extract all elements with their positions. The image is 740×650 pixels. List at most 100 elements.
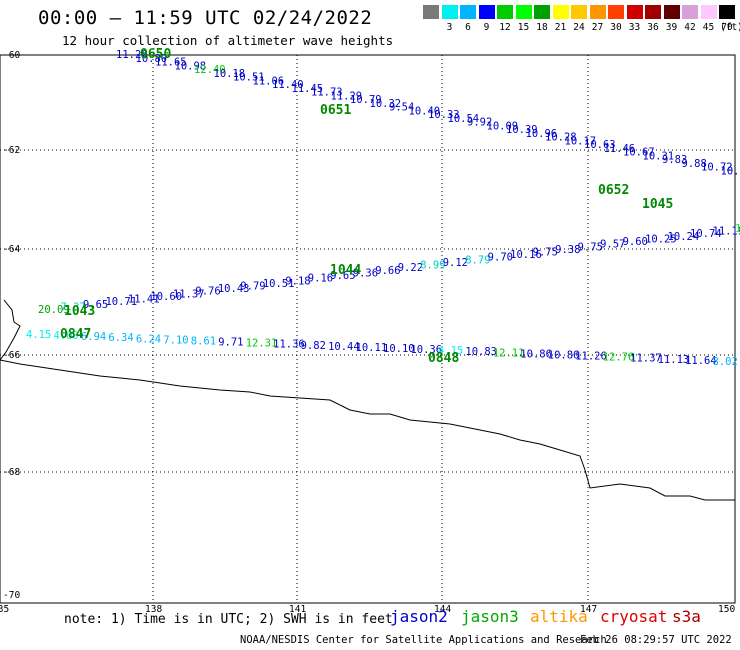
latitude-label: -62 [3,145,21,156]
longitude-label: 135 [0,604,10,615]
scale-label: 24 [573,22,585,33]
scale-label: 42 [684,22,696,33]
wave-height-value: 11.40 [272,79,304,91]
latitude-label: -60 [3,50,21,61]
page-title: 00:00 – 11:59 UTC 02/24/2022 [38,7,373,29]
wave-height-value: 6.34 [108,332,133,344]
wave-height-value: 9.38 [555,244,580,256]
wave-height-value: 20.09 [38,304,70,316]
wave-height-value: 10.51 [233,72,265,84]
scale-swatch [460,5,476,19]
satellite-legend-item: jason2 [390,607,448,626]
wave-height-value: 9.71 [218,337,243,349]
pass-time-label: 0652 [598,183,629,198]
scale-label: 12 [499,22,511,33]
wave-height-value: 8.61 [191,335,216,347]
wave-height-value: 11.13 [658,354,690,366]
scale-label: 39 [665,22,678,33]
wave-height-value: 12.3 [735,223,740,235]
wave-height-value: 10.11 [356,342,388,354]
wave-height-value: 9.22 [398,262,423,274]
scale-swatch [700,5,717,19]
coastline [0,299,735,501]
wave-height-value: 11.73 [311,87,343,99]
wave-height-value: 11.37 [173,288,205,300]
wave-height-value: 9.92 [467,117,492,129]
scale-swatch [571,5,587,19]
scale-label: 30 [610,22,622,33]
page-subtitle: 12 hour collection of altimeter wave hei… [62,33,394,48]
scale-label: 45 [702,22,715,33]
scale-unit: (ft) [720,22,740,33]
satellite-legend-item: altika [530,607,588,626]
wave-height-value: 9.82 [301,340,326,352]
wave-height-value: 11.26 [575,351,607,363]
wave-height-value: 10.79 [350,94,382,106]
pass-time-label: 1043 [64,304,95,319]
wave-height-value: 4.15 [438,345,463,357]
pass-time-label: 0847 [60,327,91,342]
wave-height-value: 9.54 [389,102,414,114]
wave-height-value: 10.67 [623,147,655,159]
wave-height-value: 10.39 [506,124,538,136]
wave-height-value: 10.38 [721,165,740,177]
longitude-label: 141 [289,604,307,615]
scale-swatch [645,5,661,19]
longitude-label: 144 [434,604,452,615]
scale-swatch [663,5,680,19]
wave-height-value: 10.86 [520,348,552,360]
wave-height-value: 12.11 [493,347,525,359]
scale-swatch [719,5,735,19]
satellite-legend-item: jason3 [461,607,519,626]
satellite-legend-item: cryosat [600,607,668,626]
footer-timestamp: Feb 26 08:29:57 UTC 2022 [580,634,732,646]
pass-time-label: 0650 [140,47,171,62]
wave-height-value: 10.98 [175,60,207,72]
wave-height-value: 9.75 [533,247,558,259]
wave-height-value: 7.37 [60,301,85,313]
pass-time-label: 0848 [428,351,459,366]
wave-height-value: 9.57 [600,239,625,251]
wave-height-value: 6.94 [81,331,106,343]
scale-swatch [423,5,439,19]
wave-height-value: 11.26 [116,49,148,61]
wave-height-value: 7.10 [163,334,188,346]
longitude-label: 150 [718,604,736,615]
wave-height-value: 12.31 [246,338,278,350]
wave-height-value: 9.60 [623,236,648,248]
wave-height-value: 9.12 [443,257,468,269]
wave-height-value: 9.70 [488,252,513,264]
latitude-label: -70 [3,590,21,601]
longitude-label: 138 [145,604,163,615]
scale-swatch [552,5,569,19]
wave-height-value: 10.96 [526,128,558,140]
scale-label: 33 [628,22,641,33]
scale-label: 6 [465,22,471,33]
wave-height-value: 9.88 [682,158,707,170]
scale-label: 36 [647,22,659,33]
wave-height-value: 8.79 [465,254,490,266]
scale-swatch [626,5,643,19]
map-frame [0,54,736,604]
wave-height-value: 10.63 [584,139,616,151]
scale-swatch [478,5,495,19]
wave-height-value: 11.29 [331,90,363,102]
wave-height-value: 9.66 [375,265,400,277]
latitude-label: -66 [3,350,21,361]
scale-label: 9 [483,22,490,33]
wave-height-value: 4.00 [53,330,78,342]
wave-height-value: 9.65 [83,299,108,311]
wave-height-value: 9.18 [285,275,310,287]
latitude-label: -64 [3,244,21,255]
wave-height-value: 9.16 [308,273,333,285]
wave-height-value: 10.43 [218,283,250,295]
wave-height-value: 9.75 [578,241,603,253]
wave-height-value: 11.19 [713,226,740,238]
scale-swatch [682,5,698,19]
wave-height-value: 12.76 [603,352,635,364]
wave-height-value: 9.65 [330,270,355,282]
wave-height-value: 10.74 [690,228,722,240]
wave-height-value: 10.18 [214,68,246,80]
